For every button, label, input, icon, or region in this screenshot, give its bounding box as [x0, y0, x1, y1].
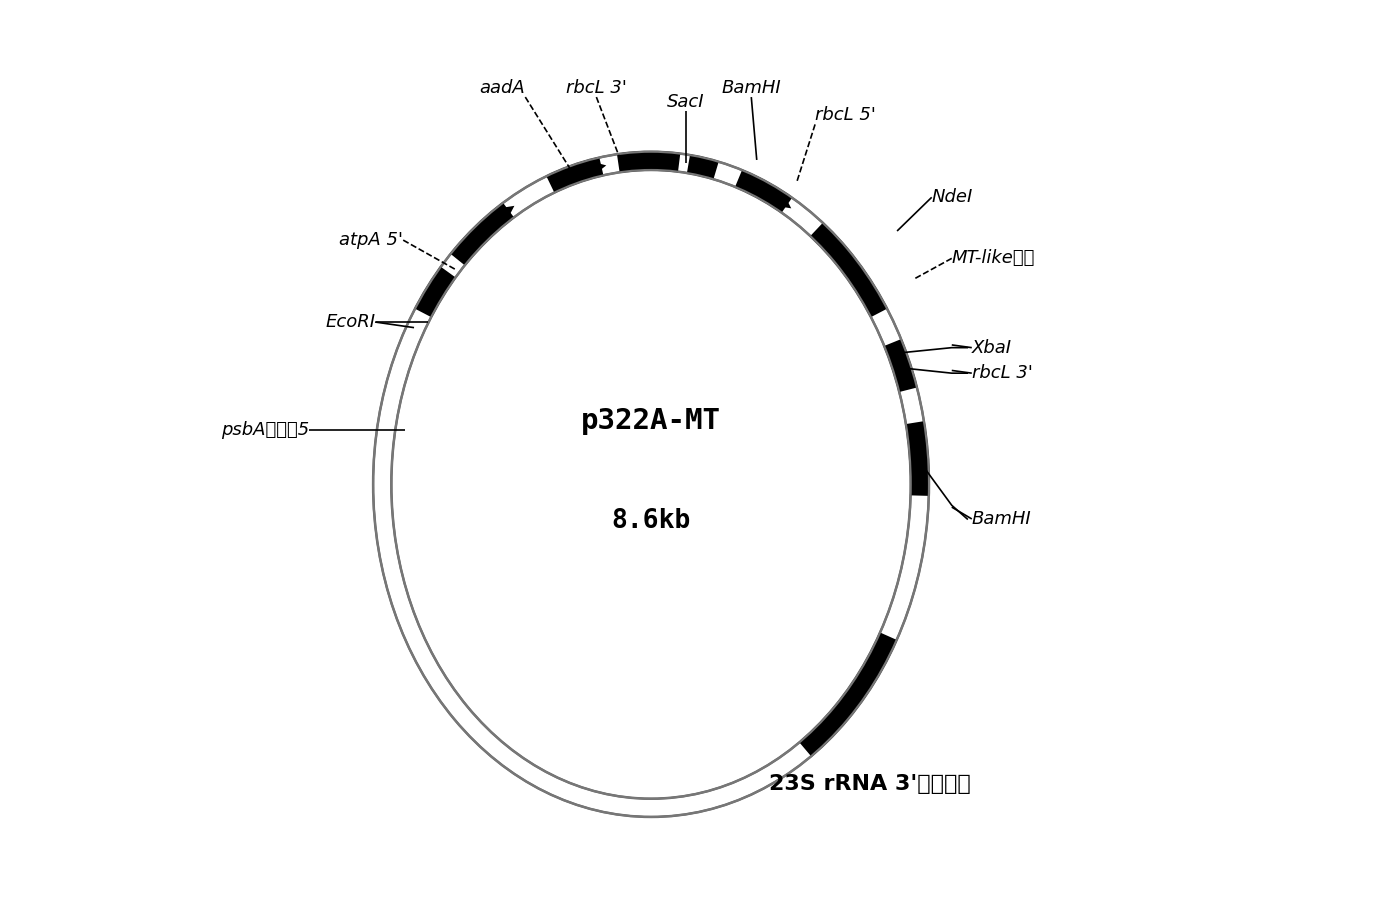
- Text: rbcL 3': rbcL 3': [972, 364, 1033, 382]
- Text: atpA 5': atpA 5': [340, 231, 403, 250]
- Text: aadA: aadA: [480, 80, 525, 97]
- Text: rbcL 3': rbcL 3': [566, 80, 627, 97]
- Text: 8.6kb: 8.6kb: [612, 508, 690, 534]
- Text: BamHI: BamHI: [972, 510, 1031, 528]
- Text: rbcL 5': rbcL 5': [815, 106, 876, 124]
- Text: psbA外显子5: psbA外显子5: [221, 420, 309, 439]
- Text: XbaI: XbaI: [972, 339, 1012, 356]
- Text: EcoRI: EcoRI: [326, 314, 375, 331]
- Text: MT-like基因: MT-like基因: [951, 250, 1035, 268]
- Text: NdeI: NdeI: [932, 188, 974, 207]
- Text: BamHI: BamHI: [722, 80, 781, 97]
- Text: SacI: SacI: [667, 92, 704, 111]
- Text: p322A-MT: p322A-MT: [582, 407, 720, 434]
- Text: 23S rRNA 3'末端序列: 23S rRNA 3'末端序列: [769, 774, 971, 794]
